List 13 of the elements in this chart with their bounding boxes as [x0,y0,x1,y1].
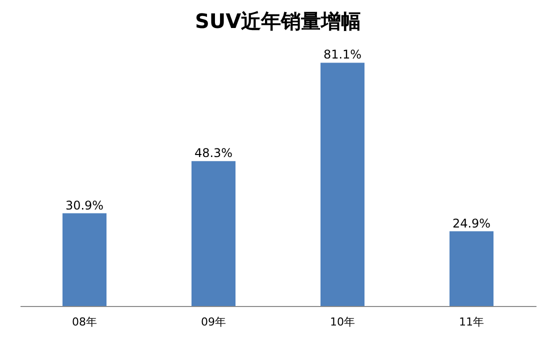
x-tick-label: 09年 [201,316,226,328]
x-tick-label: 11年 [459,316,484,328]
bar [320,62,364,306]
x-tick-label: 10年 [330,316,355,328]
data-label: 48.3% [194,146,233,160]
data-label: 24.9% [452,216,491,230]
chart-title: SUV近年销量增幅 [194,9,362,33]
x-tick-label: 08年 [72,316,97,328]
data-label: 81.1% [323,48,362,62]
data-label: 30.9% [65,198,104,212]
bar [192,161,236,306]
bar [62,213,106,306]
bar [450,231,494,306]
